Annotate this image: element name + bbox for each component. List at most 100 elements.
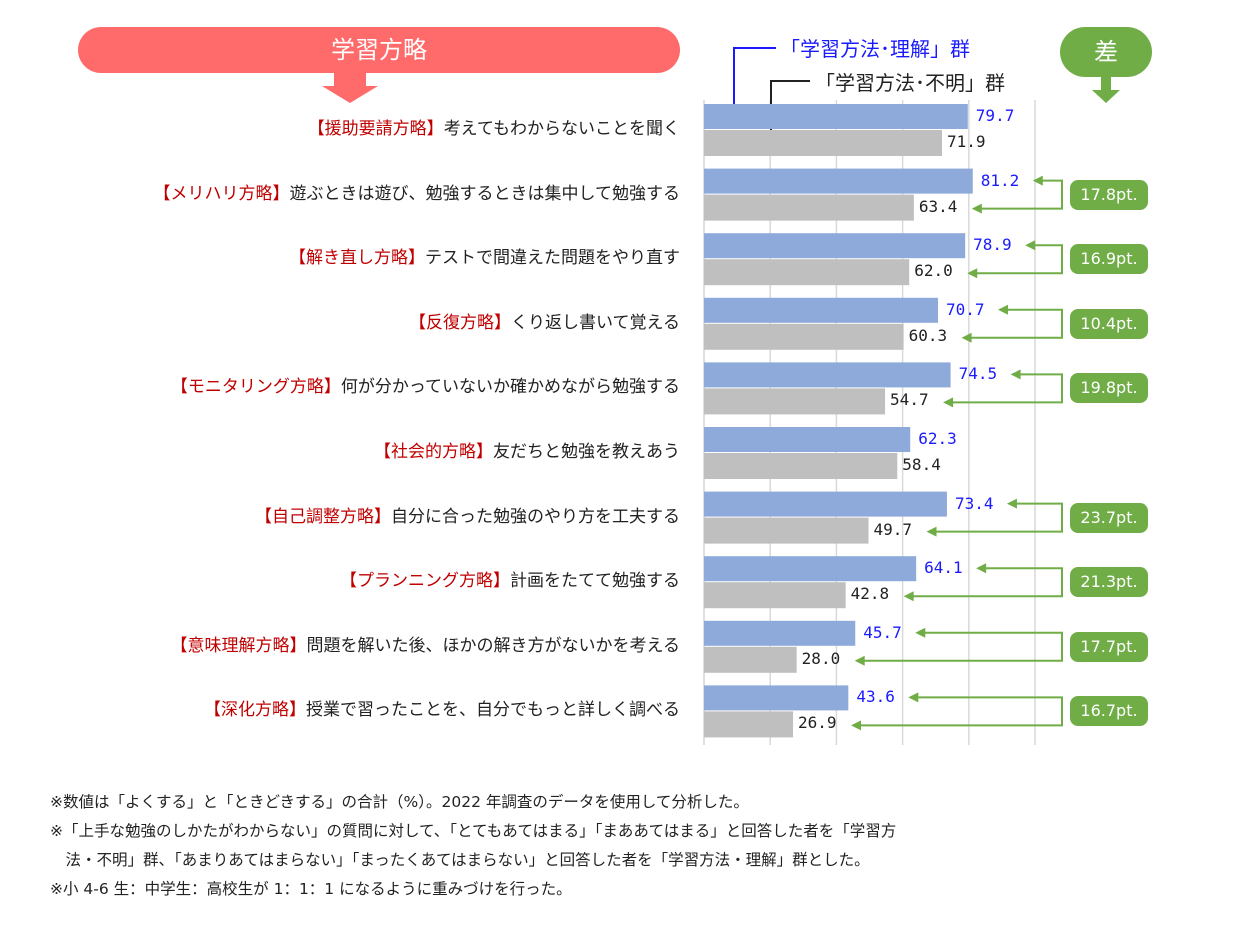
strategy-tag: 【自己調整方略】: [255, 506, 391, 527]
category-label: 【社会的方略】友だちと勉強を教えあう: [374, 440, 680, 464]
diff-bracket: [928, 502, 1063, 533]
bar-understand: [704, 491, 947, 517]
category-label: 【自己調整方略】自分に合った勉強のやり方を工夫する: [255, 505, 680, 529]
arrowhead-icon: [967, 268, 978, 279]
strategy-text: テストで間違えた問題をやり直す: [425, 248, 680, 269]
bar-unclear: [704, 323, 904, 350]
diff-bracket: [973, 179, 1063, 210]
arrowhead-icon: [961, 332, 972, 343]
title-down-arrow-icon: [322, 72, 378, 103]
strategy-tag: 【深化方略】: [204, 700, 306, 721]
value-label-understand: 81.2: [980, 170, 1020, 190]
strategy-text: くり返し書いて覚える: [511, 312, 680, 333]
category-label: 【モニタリング方略】何が分かっていないか確かめながら勉強する: [171, 375, 680, 399]
bar-understand: [704, 427, 911, 452]
diff-header: 差: [1060, 27, 1152, 77]
arrowhead-icon: [1032, 175, 1043, 186]
arrowhead-icon: [1025, 240, 1036, 251]
footnote: ※数値は「よくする」と「ときどきする」の合計（%）。2022 年調査のデータを使…: [50, 793, 749, 811]
arrowhead-icon: [915, 627, 926, 638]
value-label-unclear: 58.4: [902, 455, 941, 474]
strategy-tag: 【解き直し方略】: [289, 248, 425, 269]
bar-understand: [704, 297, 939, 323]
bar-understand: [704, 685, 849, 711]
arrowhead-icon: [851, 720, 862, 731]
strategy-text: 考えてもわからないことを聞く: [443, 119, 680, 139]
arrowhead-icon: [926, 526, 937, 537]
value-label-unclear: 60.3: [908, 325, 948, 345]
bar-unclear: [704, 130, 942, 156]
value-label-understand: 64.1: [924, 558, 963, 578]
category-label: 【解き直し方略】テストで間違えた問題をやり直す: [289, 246, 680, 270]
strategy-tag: 【反復方略】: [409, 312, 512, 333]
value-label-unclear: 63.4: [918, 196, 958, 216]
strategy-tag: 【社会的方略】: [374, 442, 493, 462]
strategy-text: 問題を解いた後、ほかの解き方がないかを考える: [306, 635, 681, 656]
strategy-text: 友だちと勉強を教えあう: [493, 442, 680, 462]
legend-unclear: 「学習方法･不明」群: [815, 71, 1005, 95]
value-label-understand: 70.7: [946, 299, 985, 319]
footnote: ※「上手な勉強のしかたがわからない」の質問に対して、「とてもあてはまる」「まああ…: [50, 822, 897, 840]
category-label: 【プランニング方略】計画をたてて勉強する: [340, 569, 680, 593]
strategy-tag: 【プランニング方略】: [340, 571, 510, 592]
arrowhead-icon: [854, 655, 865, 666]
diff-badge: 23.7pt.: [1070, 502, 1148, 533]
diff-bracket: [945, 373, 1063, 404]
arrowhead-icon: [903, 591, 914, 602]
bar-understand: [704, 168, 973, 194]
arrowhead-icon: [908, 692, 919, 703]
value-label-understand: 74.5: [958, 364, 998, 384]
category-label: 【意味理解方略】問題を解いた後、ほかの解き方がないかを考える: [171, 634, 681, 658]
bar-unclear: [704, 388, 886, 415]
strategy-tag: 【意味理解方略】: [170, 635, 307, 656]
bar-understand: [704, 620, 856, 646]
arrowhead-icon: [976, 563, 987, 574]
diff-bracket: [853, 696, 1063, 727]
value-label-unclear: 54.7: [890, 390, 929, 410]
bar-understand: [704, 104, 968, 129]
bar-understand: [704, 233, 966, 259]
diff-badge: 17.8pt.: [1070, 179, 1148, 210]
bar-unclear: [704, 259, 910, 286]
category-label: 【メリハリ方略】遊ぶときは遊び、勉強するときは集中して勉強する: [154, 182, 681, 206]
bar-unclear: [704, 517, 869, 544]
strategy-text: 何が分かっていないか確かめながら勉強する: [340, 377, 680, 398]
footnote: ※小 4-6 生：中学生：高校生が 1：1：1 になるように重みづけを行った。: [50, 880, 572, 898]
value-label-unclear: 42.8: [850, 584, 890, 604]
strategy-text: 授業で習ったことを、自分でもっと詳しく調べる: [306, 700, 680, 721]
arrowhead-icon: [1010, 369, 1021, 380]
value-label-understand: 78.9: [973, 235, 1012, 255]
category-label: 【反復方略】くり返し書いて覚える: [409, 311, 680, 335]
title-banner: 学習方略: [78, 27, 680, 73]
diff-down-arrow-icon: [1092, 76, 1120, 103]
diff-bracket: [963, 308, 1063, 339]
strategy-text: 自分に合った勉強のやり方を工夫する: [391, 506, 680, 527]
diff-badge: 16.7pt.: [1070, 696, 1148, 727]
footnote: 法・不明」群、「あまりあてはまらない」「まったくあてはまらない」と回答した者を「…: [50, 851, 870, 869]
legend-understand: 「学習方法･理解」群: [780, 37, 970, 61]
bar-unclear: [704, 711, 794, 738]
value-label-unclear: 26.9: [798, 713, 837, 733]
bar-unclear: [704, 582, 846, 609]
diff-badge: 16.9pt.: [1070, 244, 1148, 275]
diff-badge: 10.4pt.: [1070, 308, 1148, 339]
bar-understand: [704, 556, 917, 582]
category-label: 【深化方略】授業で習ったことを、自分でもっと詳しく調べる: [204, 698, 680, 722]
diff-badge: 17.7pt.: [1070, 631, 1148, 662]
strategy-tag: 【援助要請方略】: [307, 119, 444, 139]
value-label-unclear: 62.0: [914, 261, 953, 281]
category-label: 【援助要請方略】考えてもわからないことを聞く: [308, 117, 680, 141]
strategy-tag: 【メリハリ方略】: [153, 183, 290, 204]
value-label-unclear: 49.7: [873, 519, 913, 539]
arrowhead-icon: [998, 304, 1009, 315]
arrowhead-icon: [971, 203, 982, 214]
arrowhead-icon: [943, 397, 954, 408]
bar-unclear: [704, 646, 797, 673]
value-label-understand: 45.7: [863, 622, 902, 642]
bar-understand: [704, 362, 951, 388]
legend-leader-understand: [733, 47, 776, 116]
strategy-text: 計画をたてて勉強する: [510, 571, 680, 592]
strategy-text: 遊ぶときは遊び、勉強するときは集中して勉強する: [289, 183, 681, 204]
value-label-unclear: 71.9: [946, 132, 986, 151]
